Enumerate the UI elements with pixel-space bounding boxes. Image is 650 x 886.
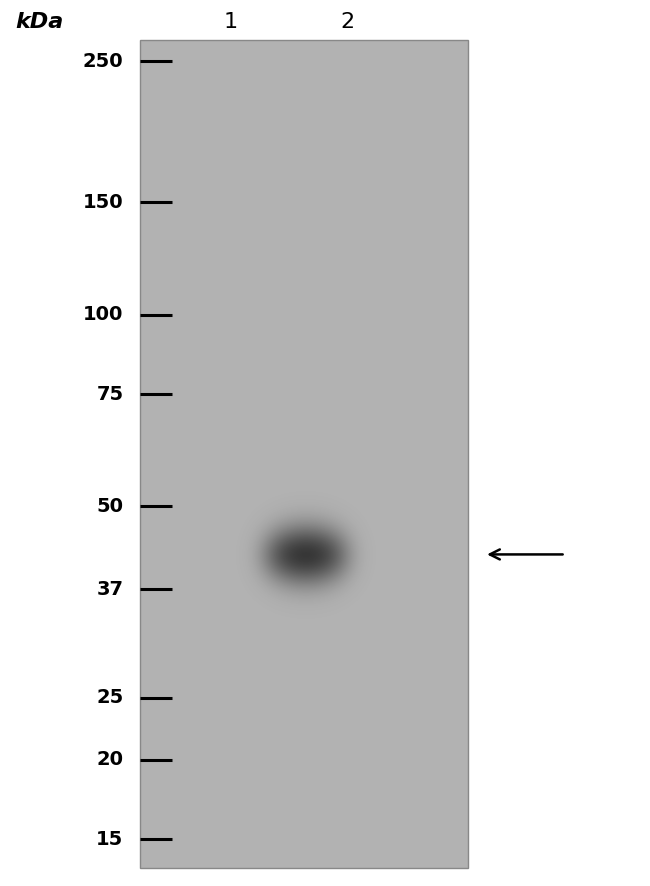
Text: 2: 2	[341, 12, 355, 32]
Text: 37: 37	[96, 580, 124, 599]
Text: 100: 100	[83, 305, 124, 324]
Text: 75: 75	[96, 385, 124, 404]
Text: 20: 20	[96, 750, 124, 769]
Text: 50: 50	[96, 497, 124, 516]
Text: 150: 150	[83, 193, 124, 212]
Text: kDa: kDa	[15, 12, 63, 32]
Text: 25: 25	[96, 688, 124, 707]
Text: 15: 15	[96, 829, 124, 849]
Text: 250: 250	[83, 51, 124, 71]
Bar	[140, 40, 468, 868]
Text: 1: 1	[224, 12, 238, 32]
